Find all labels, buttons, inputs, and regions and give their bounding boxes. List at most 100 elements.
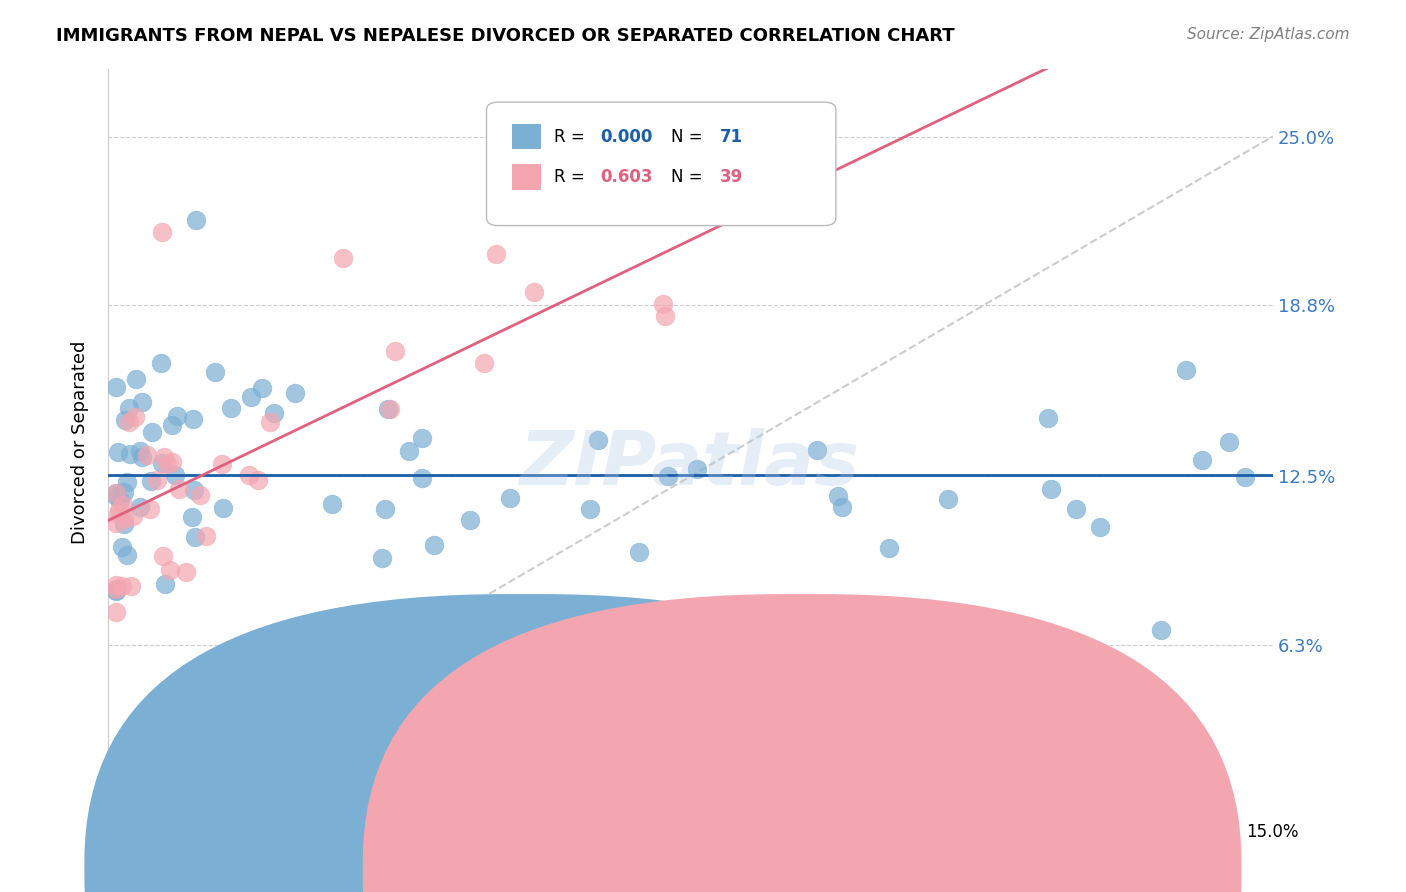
Point	[806, 443, 828, 458]
Point	[131, 395, 153, 409]
Point	[240, 390, 263, 404]
Point	[1090, 519, 1112, 533]
Point	[1038, 411, 1060, 425]
Point	[827, 489, 849, 503]
Point	[118, 415, 141, 429]
Point	[1150, 624, 1173, 638]
Point	[104, 486, 127, 500]
Point	[219, 401, 242, 416]
Point	[654, 309, 676, 323]
Point	[204, 365, 226, 379]
Point	[156, 457, 179, 471]
Point	[107, 445, 129, 459]
Point	[115, 549, 138, 563]
Point	[149, 355, 172, 369]
Point	[588, 433, 610, 447]
Point	[124, 409, 146, 424]
Point	[112, 516, 135, 531]
Point	[104, 583, 127, 598]
Point	[578, 502, 600, 516]
Point	[284, 385, 307, 400]
Point	[107, 508, 129, 522]
Point	[104, 516, 127, 530]
Point	[190, 488, 212, 502]
Text: Nepalese: Nepalese	[827, 852, 903, 870]
Point	[129, 443, 152, 458]
Point	[247, 473, 270, 487]
Point	[509, 597, 531, 611]
Point	[159, 563, 181, 577]
Point	[166, 409, 188, 423]
Point	[180, 510, 202, 524]
Point	[332, 252, 354, 266]
Point	[104, 485, 127, 500]
Point	[104, 489, 127, 503]
Point	[115, 475, 138, 490]
Point	[398, 443, 420, 458]
Point	[458, 513, 481, 527]
Text: Source: ZipAtlas.com: Source: ZipAtlas.com	[1187, 27, 1350, 42]
Point	[114, 413, 136, 427]
Point	[263, 406, 285, 420]
Point	[112, 485, 135, 500]
Point	[104, 584, 127, 599]
Y-axis label: Divorced or Separated: Divorced or Separated	[72, 341, 89, 544]
Point	[211, 500, 233, 515]
Point	[1064, 501, 1087, 516]
Point	[104, 605, 127, 619]
Point	[174, 566, 197, 580]
Point	[1218, 434, 1240, 449]
Point	[105, 578, 128, 592]
Point	[122, 509, 145, 524]
Text: R =: R =	[554, 128, 591, 146]
Point	[195, 529, 218, 543]
Point	[183, 483, 205, 497]
Point	[150, 456, 173, 470]
Point	[150, 225, 173, 239]
Point	[111, 579, 134, 593]
Point	[1174, 362, 1197, 376]
Text: R =: R =	[554, 168, 591, 186]
Point	[877, 541, 900, 556]
Point	[380, 402, 402, 417]
Point	[165, 468, 187, 483]
Text: 39: 39	[720, 168, 742, 186]
Point	[136, 448, 159, 462]
Point	[108, 503, 131, 517]
Point	[118, 401, 141, 415]
Text: N =: N =	[671, 128, 707, 146]
Point	[186, 212, 208, 227]
Text: N =: N =	[671, 168, 707, 186]
Point	[153, 450, 176, 465]
Point	[153, 577, 176, 591]
Point	[686, 461, 709, 475]
Point	[139, 474, 162, 488]
Point	[499, 491, 522, 506]
Bar	[512, 164, 541, 190]
Point	[167, 483, 190, 497]
Point	[652, 297, 675, 311]
Point	[152, 549, 174, 564]
Point	[129, 500, 152, 514]
Point	[523, 285, 546, 299]
Point	[211, 457, 233, 471]
Point	[160, 455, 183, 469]
Point	[160, 418, 183, 433]
Point	[627, 545, 650, 559]
Point	[112, 512, 135, 526]
Text: Immigrants from Nepal: Immigrants from Nepal	[502, 852, 693, 870]
Point	[377, 401, 399, 416]
Point	[371, 551, 394, 566]
Point	[120, 447, 142, 461]
Point	[145, 473, 167, 487]
Point	[108, 493, 131, 508]
Bar	[512, 124, 541, 149]
Point	[1191, 453, 1213, 467]
Point	[111, 499, 134, 513]
Point	[411, 471, 433, 485]
Point	[374, 502, 396, 516]
Point	[1040, 482, 1063, 496]
Point	[181, 412, 204, 426]
FancyBboxPatch shape	[486, 103, 837, 226]
Point	[131, 450, 153, 464]
